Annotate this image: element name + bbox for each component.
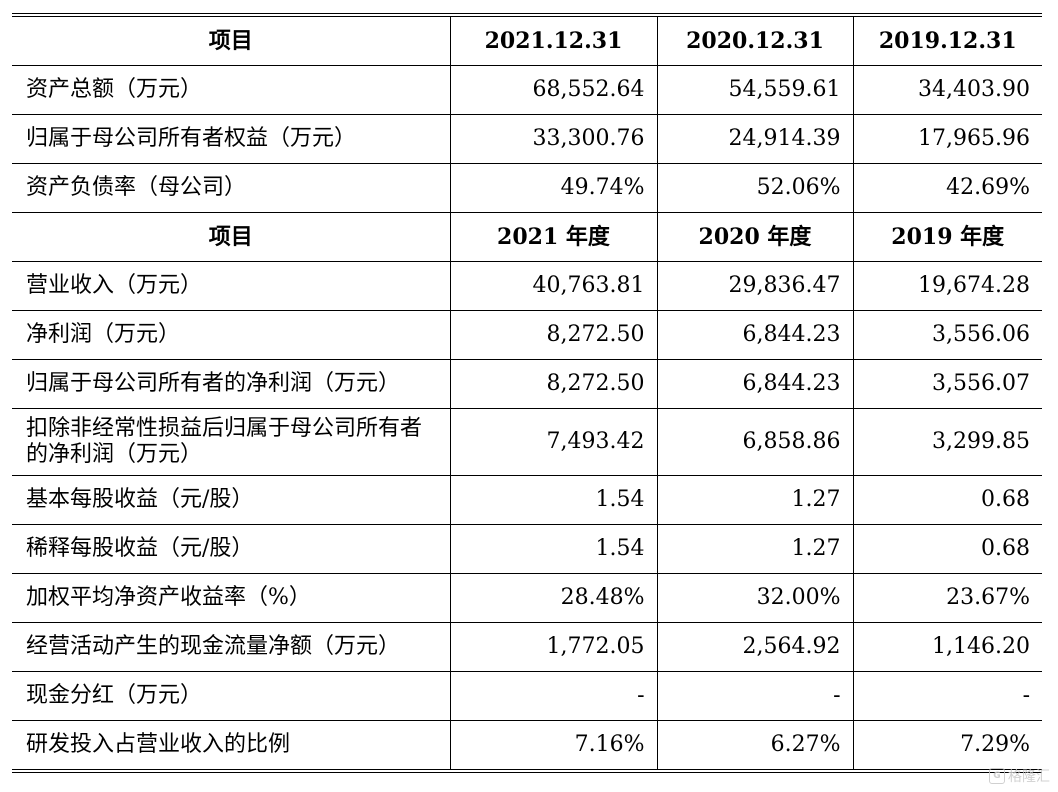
table-row: 加权平均净资产收益率（%） 28.48% 32.00% 23.67% bbox=[12, 573, 1042, 623]
header-row-balance: 项目 2021.12.31 2020.12.31 2019.12.31 bbox=[12, 15, 1042, 66]
header-year-2021: 2021 年度 bbox=[449, 212, 657, 262]
cell-2019: - bbox=[852, 671, 1042, 721]
header-row-income: 项目 2021 年度 2020 年度 2019 年度 bbox=[12, 212, 1042, 262]
cell-2021: 1,772.05 bbox=[449, 622, 657, 672]
cell-2021: 7.16% bbox=[449, 720, 657, 772]
cell-2021: 1.54 bbox=[449, 475, 657, 525]
financial-summary-table-container: 项目 2021.12.31 2020.12.31 2019.12.31 资产总额… bbox=[12, 13, 1042, 773]
table-row: 净利润（万元） 8,272.50 6,844.23 3,556.06 bbox=[12, 310, 1042, 360]
cell-2020: 29,836.47 bbox=[656, 261, 853, 311]
header-year-2020: 2020 年度 bbox=[656, 212, 853, 262]
cell-2019: 3,556.07 bbox=[852, 359, 1042, 409]
cell-2019: 42.69% bbox=[852, 163, 1042, 213]
financial-summary-table: 项目 2021.12.31 2020.12.31 2019.12.31 资产总额… bbox=[12, 13, 1042, 773]
cell-2020: 6,844.23 bbox=[656, 359, 853, 409]
cell-2019: 17,965.96 bbox=[852, 114, 1042, 164]
header-item: 项目 bbox=[12, 212, 450, 262]
cell-2020: 6.27% bbox=[656, 720, 853, 772]
table-row: 稀释每股收益（元/股） 1.54 1.27 0.68 bbox=[12, 524, 1042, 574]
row-label: 归属于母公司所有者权益（万元） bbox=[12, 114, 450, 164]
row-label: 现金分红（万元） bbox=[12, 671, 450, 721]
row-label: 基本每股收益（元/股） bbox=[12, 475, 450, 525]
row-label: 资产负债率（母公司） bbox=[12, 163, 450, 213]
gelonghui-logo-icon: G bbox=[989, 768, 1005, 784]
table-row: 扣除非经常性损益后归属于母公司所有者的净利润（万元） 7,493.42 6,85… bbox=[12, 408, 1042, 476]
table-row: 经营活动产生的现金流量净额（万元） 1,772.05 2,564.92 1,14… bbox=[12, 622, 1042, 672]
table-row: 现金分红（万元） - - - bbox=[12, 671, 1042, 721]
table-row: 归属于母公司所有者权益（万元） 33,300.76 24,914.39 17,9… bbox=[12, 114, 1042, 164]
row-label: 稀释每股收益（元/股） bbox=[12, 524, 450, 574]
cell-2020: 6,844.23 bbox=[656, 310, 853, 360]
cell-2020: 52.06% bbox=[656, 163, 853, 213]
table-row: 资产负债率（母公司） 49.74% 52.06% 42.69% bbox=[12, 163, 1042, 213]
cell-2019: 0.68 bbox=[852, 475, 1042, 525]
cell-2019: 0.68 bbox=[852, 524, 1042, 574]
row-label: 营业收入（万元） bbox=[12, 261, 450, 311]
row-label: 扣除非经常性损益后归属于母公司所有者的净利润（万元） bbox=[12, 408, 450, 476]
cell-2021: 8,272.50 bbox=[449, 359, 657, 409]
table-row: 研发投入占营业收入的比例 7.16% 6.27% 7.29% bbox=[12, 720, 1042, 772]
cell-2021: 40,763.81 bbox=[449, 261, 657, 311]
cell-2020: 6,858.86 bbox=[656, 408, 853, 476]
watermark: G 格隆汇 bbox=[989, 766, 1050, 786]
watermark-text: 格隆汇 bbox=[1008, 769, 1050, 785]
cell-2020: 32.00% bbox=[656, 573, 853, 623]
row-label: 净利润（万元） bbox=[12, 310, 450, 360]
cell-2019: 23.67% bbox=[852, 573, 1042, 623]
header-year-2019: 2019 年度 bbox=[852, 212, 1042, 262]
row-label: 经营活动产生的现金流量净额（万元） bbox=[12, 622, 450, 672]
header-date-2020: 2020.12.31 bbox=[656, 15, 853, 66]
cell-2019: 1,146.20 bbox=[852, 622, 1042, 672]
table-row: 基本每股收益（元/股） 1.54 1.27 0.68 bbox=[12, 475, 1042, 525]
cell-2021: 8,272.50 bbox=[449, 310, 657, 360]
row-label: 加权平均净资产收益率（%） bbox=[12, 573, 450, 623]
header-item: 项目 bbox=[12, 15, 450, 66]
cell-2021: - bbox=[449, 671, 657, 721]
cell-2019: 7.29% bbox=[852, 720, 1042, 772]
cell-2020: 1.27 bbox=[656, 524, 853, 574]
cell-2020: 54,559.61 bbox=[656, 65, 853, 115]
cell-2020: 1.27 bbox=[656, 475, 853, 525]
cell-2020: 2,564.92 bbox=[656, 622, 853, 672]
table-row: 资产总额（万元） 68,552.64 54,559.61 34,403.90 bbox=[12, 65, 1042, 115]
cell-2021: 49.74% bbox=[449, 163, 657, 213]
cell-2020: - bbox=[656, 671, 853, 721]
cell-2019: 19,674.28 bbox=[852, 261, 1042, 311]
cell-2019: 3,299.85 bbox=[852, 408, 1042, 476]
cell-2021: 33,300.76 bbox=[449, 114, 657, 164]
row-label: 资产总额（万元） bbox=[12, 65, 450, 115]
cell-2021: 68,552.64 bbox=[449, 65, 657, 115]
cell-2021: 28.48% bbox=[449, 573, 657, 623]
header-date-2019: 2019.12.31 bbox=[852, 15, 1042, 66]
cell-2020: 24,914.39 bbox=[656, 114, 853, 164]
table-row: 归属于母公司所有者的净利润（万元） 8,272.50 6,844.23 3,55… bbox=[12, 359, 1042, 409]
header-date-2021: 2021.12.31 bbox=[449, 15, 657, 66]
row-label: 归属于母公司所有者的净利润（万元） bbox=[12, 359, 450, 409]
cell-2021: 1.54 bbox=[449, 524, 657, 574]
cell-2019: 3,556.06 bbox=[852, 310, 1042, 360]
cell-2021: 7,493.42 bbox=[449, 408, 657, 476]
table-row: 营业收入（万元） 40,763.81 29,836.47 19,674.28 bbox=[12, 261, 1042, 311]
row-label: 研发投入占营业收入的比例 bbox=[12, 720, 450, 772]
cell-2019: 34,403.90 bbox=[852, 65, 1042, 115]
